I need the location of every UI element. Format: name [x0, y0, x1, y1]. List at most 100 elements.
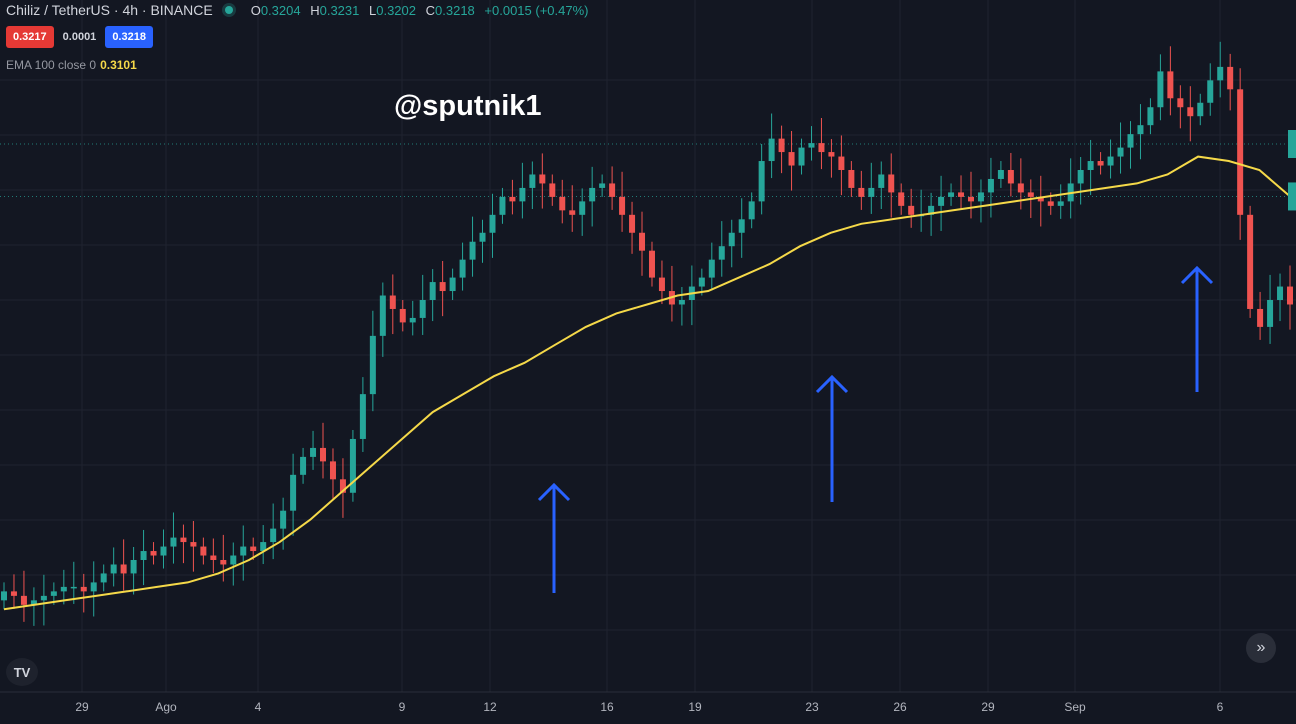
candle [479, 219, 486, 263]
candle-body [329, 461, 336, 480]
candle-body [399, 308, 406, 323]
candle [748, 192, 755, 229]
candle [997, 161, 1004, 188]
candle [619, 171, 626, 232]
candle-body [1037, 196, 1044, 202]
candle [320, 422, 327, 479]
price-lines [0, 143, 1290, 197]
price-marker-0 [1288, 182, 1296, 211]
candle-body [898, 192, 905, 206]
candle-body [270, 528, 277, 543]
candle [1257, 291, 1264, 340]
candle-body [1027, 192, 1034, 197]
candle-body [100, 573, 107, 583]
watermark-text: @sputnik1 [394, 90, 542, 122]
candle [310, 430, 317, 470]
candle-body [439, 282, 446, 292]
candle [170, 512, 177, 564]
candle-body [1177, 98, 1184, 108]
candle [519, 162, 526, 219]
candle [918, 189, 925, 232]
candle [399, 300, 406, 332]
buy-button[interactable]: 0.3218 [105, 26, 153, 48]
candle-body [180, 537, 187, 543]
candle [629, 201, 636, 254]
arrow-up-icon [815, 374, 849, 502]
candle-body [120, 564, 127, 574]
sell-button[interactable]: 0.3217 [6, 26, 54, 48]
candle-body [579, 201, 586, 215]
candle-body [948, 192, 955, 197]
candle-body [828, 152, 835, 157]
candle-body [60, 586, 67, 592]
candle [658, 260, 665, 305]
candle [768, 113, 775, 179]
candle-body [1257, 308, 1264, 327]
candle [668, 265, 675, 322]
high-value: 0.3231 [319, 2, 360, 18]
candle-body [70, 586, 77, 589]
close-value: 0.3218 [435, 2, 475, 18]
candle-body [110, 564, 117, 574]
candle [379, 282, 386, 357]
candle [210, 538, 217, 573]
candle-body [818, 143, 825, 153]
candle [788, 131, 795, 191]
candle-body [160, 546, 167, 556]
candle [260, 525, 267, 565]
candle-body [798, 147, 805, 166]
candle [339, 458, 346, 518]
candle [220, 534, 227, 582]
candle-body [359, 394, 366, 439]
candle [1067, 158, 1074, 219]
candle-body [499, 196, 506, 215]
open-label: O [250, 2, 261, 18]
candle-body [678, 300, 685, 305]
indicator-legend[interactable]: EMA 100 close 0 0.3101 [6, 58, 137, 72]
candle [1227, 53, 1234, 111]
candle [389, 274, 396, 335]
ohlc-readout: O0.3204 H0.3231 L0.3202 C0.3218 +0.0015 … [251, 3, 595, 18]
candle-body [519, 187, 526, 202]
candle [678, 287, 685, 326]
candle [1247, 205, 1254, 318]
candle [1107, 139, 1114, 179]
chevron-double-right-icon[interactable]: » [1246, 633, 1276, 663]
candle [1117, 122, 1124, 174]
candle [290, 453, 297, 536]
candle-body [170, 537, 177, 547]
candle [648, 241, 655, 287]
candle-body [967, 196, 974, 202]
candle-body [549, 183, 556, 197]
candle [718, 221, 725, 277]
candle [579, 188, 586, 236]
price-marker-1 [1288, 130, 1296, 158]
candle-body [459, 259, 466, 278]
symbol-title[interactable]: Chiliz / TetherUS · 4h · BINANCE [6, 2, 213, 18]
candle-body [479, 232, 486, 242]
candle-body [409, 317, 416, 323]
candle-body [489, 214, 496, 233]
candle-body [1137, 125, 1144, 135]
candle-body [1217, 66, 1224, 81]
arrow-up-icon [1180, 265, 1214, 392]
tradingview-logo-icon[interactable]: TV [6, 658, 38, 686]
candle-body [1007, 170, 1014, 184]
candle-body [838, 156, 845, 170]
change-value: +0.0015 (+0.47%) [484, 2, 589, 18]
candle [1267, 274, 1274, 344]
candle-body [349, 438, 356, 493]
spread-value: 0.0001 [62, 31, 97, 43]
candle-body [738, 219, 745, 233]
candle [798, 138, 805, 175]
candle-body [997, 170, 1004, 179]
candle-body [20, 595, 27, 605]
candle-body [210, 555, 217, 560]
candle-body [1237, 89, 1244, 215]
candle [469, 216, 476, 277]
candle-body [1077, 170, 1084, 184]
candle-body [40, 595, 47, 601]
candle-body [310, 447, 317, 457]
open-value: 0.3204 [260, 2, 301, 18]
